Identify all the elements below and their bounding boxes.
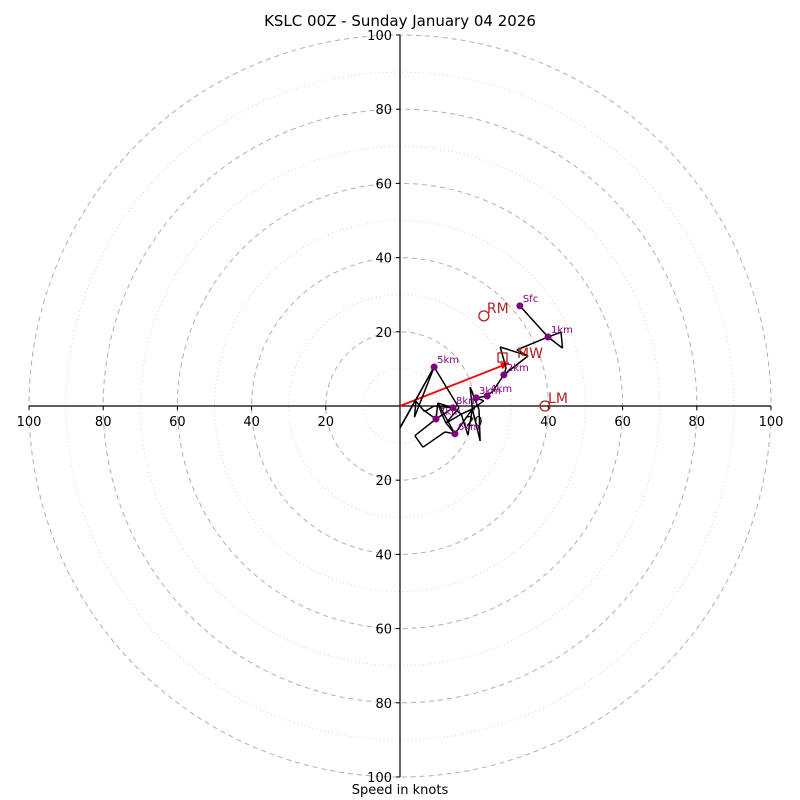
trace-segment [503,355,529,376]
trace-segment [519,305,549,338]
trace-segment [437,402,456,435]
y-tick-label: 40 [375,548,392,563]
trace-segment [460,408,473,415]
y-tick-label: 20 [375,326,392,341]
height-marker [500,371,508,379]
trace-segment [499,346,507,368]
shear-vector [399,362,510,407]
y-tick-label: 60 [375,623,392,638]
trace-segment [413,366,435,418]
trace-segment [454,408,473,435]
height-label: 3km [479,386,501,397]
x-tick-label: 60 [169,415,186,430]
height-label: 7km [439,407,461,418]
trace-segment [467,408,474,436]
tick-labels: 100 80 60 40 20 20 40 60 80 100100806040202040608… [17,29,784,786]
trace-segment [516,336,549,351]
x-tick-label: 80 [689,415,706,430]
shear-arrow-head [500,362,510,370]
height-marker [516,302,524,310]
trace-segment [413,401,417,418]
shear-arrow-line [399,362,510,407]
height-marker [451,430,459,438]
y-tick-label: 80 [375,697,392,712]
height-marker [449,404,457,412]
height-label: 4km [490,384,512,395]
y-tick-label: 60 [375,177,392,192]
height-marker [544,333,552,341]
trace-segment [415,400,424,411]
chart-title: KSLC 00Z - Sunday January 04 2026 [264,12,536,30]
trace-segment [433,366,460,409]
height-label: 5km [437,355,459,366]
mw-marker [497,352,508,363]
y-tick-label: 40 [375,252,392,267]
lm-marker [539,400,551,412]
trace-segment [399,366,435,429]
height-marker [432,415,440,423]
height-label: 2km [507,363,529,374]
y-tick-label: 20 [375,474,392,489]
trace-segment [471,408,481,442]
storm-motion-markers: RM LM MW [478,301,568,412]
x-tick-label: 20 [318,415,335,430]
x-tick-label: 100 [17,415,42,430]
trace-segment [414,435,424,448]
height-label: 6km [458,422,480,433]
y-tick-label: 100 [367,771,392,786]
mw-label: MW [517,346,543,362]
rm-marker [478,310,490,322]
x-tick-label: 40 [540,415,557,430]
x-tick-label: 100 [759,415,784,430]
trace-segment [499,346,529,357]
height-label: Sfc [523,294,538,305]
x-tick-label: 80 [95,415,112,430]
y-tick-label: 80 [375,103,392,118]
trace-segment [560,332,564,349]
trace-segment [414,418,437,437]
x-tick-label: 60 [614,415,631,430]
height-marker [472,394,480,402]
rm-label: RM [487,301,509,317]
height-label: 1km [551,325,573,336]
trace-segment [422,431,446,448]
y-tick-label: 100 [367,29,392,44]
trace-segment [425,405,435,412]
height-marker [430,363,438,371]
trace-segment [478,409,481,441]
lm-label: LM [548,391,568,407]
trace-segment [471,400,485,410]
x-axis-label: Speed in knots [351,783,449,798]
height-label: 8km [456,396,478,407]
x-tick-label: 40 [243,415,260,430]
trace-segment [445,413,462,424]
trace-segment [460,413,469,436]
trace-segment [469,387,474,410]
height-marker [483,392,491,400]
